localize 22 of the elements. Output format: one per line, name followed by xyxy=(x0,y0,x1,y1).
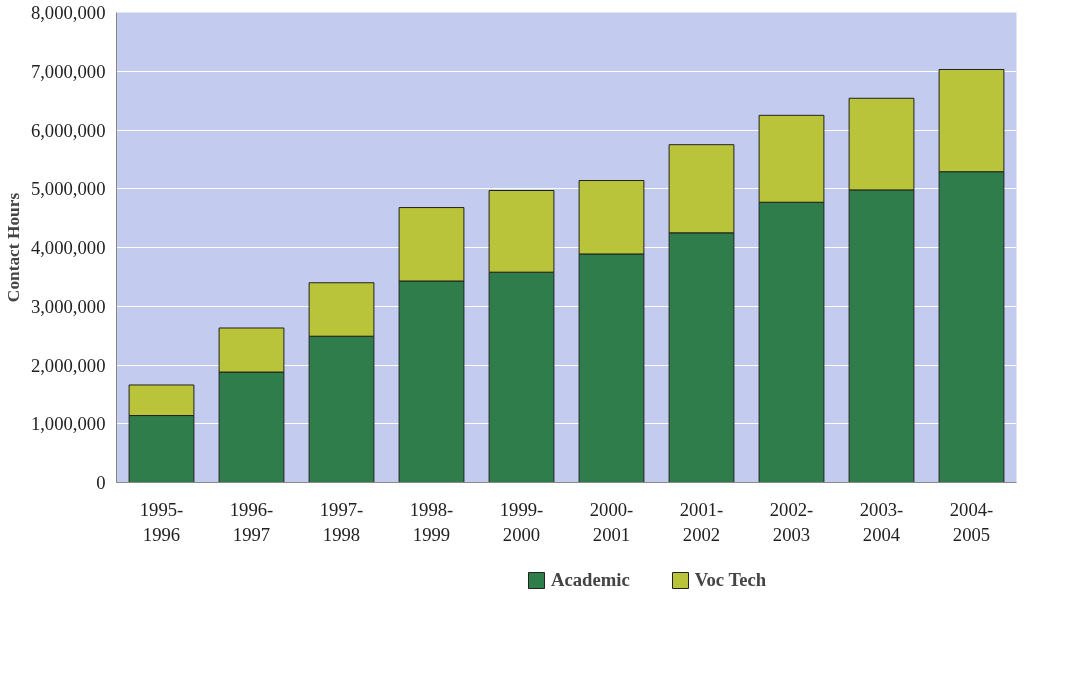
legend-label: Academic xyxy=(551,569,630,591)
y-tick-label: 2,000,000 xyxy=(30,354,106,376)
x-tick-label: 2000- 2001 xyxy=(589,498,634,545)
x-tick-label: 1996- 1997 xyxy=(229,498,274,545)
x-tick-label: 2004- 2005 xyxy=(949,498,994,545)
y-tick-label: 8,000,000 xyxy=(30,2,106,23)
x-tick-label: 1999- 2000 xyxy=(499,498,544,545)
y-tick-label: 7,000,000 xyxy=(30,60,106,82)
y-tick-label: 1,000,000 xyxy=(30,413,106,435)
x-tick-label: 1998- 1999 xyxy=(409,498,454,545)
y-tick-label: 3,000,000 xyxy=(30,295,106,317)
x-tick-label: 2001- 2002 xyxy=(679,498,724,545)
y-tick-label: 4,000,000 xyxy=(30,237,106,258)
x-tick-label: 2003- 2004 xyxy=(859,498,904,545)
x-tick-label: 1997- 1998 xyxy=(319,498,364,545)
x-tick-label: 2002- 2003 xyxy=(769,498,814,545)
x-tick-label: 1995- 1996 xyxy=(139,498,184,545)
legend-label: Voc Tech xyxy=(694,569,767,591)
y-axis-title: Contact Hours xyxy=(3,192,23,303)
y-tick-label: 5,000,000 xyxy=(30,178,106,200)
y-tick-label: 6,000,000 xyxy=(30,119,106,141)
y-tick-label: 0 xyxy=(96,472,106,493)
